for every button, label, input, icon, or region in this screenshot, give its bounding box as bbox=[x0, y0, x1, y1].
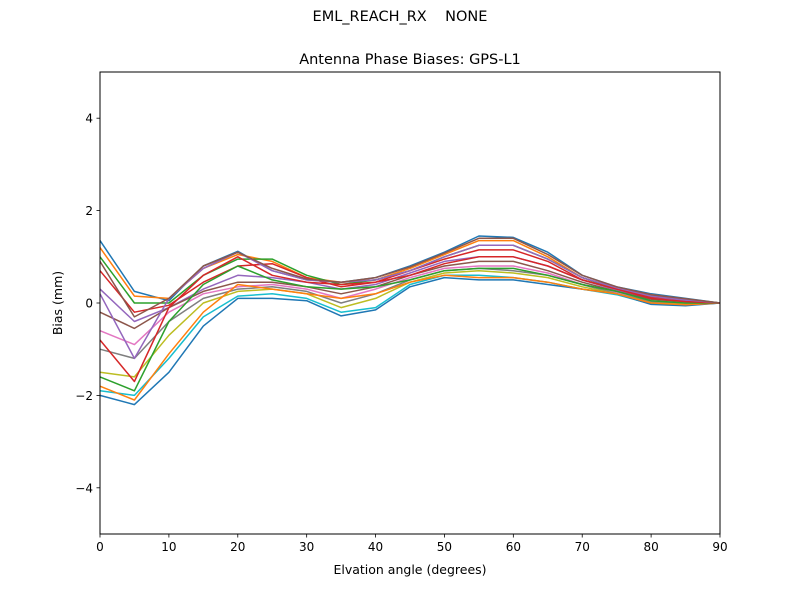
y-tick-label: 2 bbox=[85, 204, 93, 218]
y-tick-label: −2 bbox=[75, 389, 93, 403]
y-tick-label: −4 bbox=[75, 481, 93, 495]
figure-suptitle: EML_REACH_RX NONE bbox=[312, 9, 488, 25]
x-tick-label: 20 bbox=[230, 540, 245, 554]
y-axis-label: Bias (mm) bbox=[50, 271, 65, 335]
series-line-12 bbox=[99, 274, 721, 401]
series-line-10 bbox=[99, 274, 721, 397]
x-axis-label: Elvation angle (degrees) bbox=[333, 562, 486, 577]
series-line-14 bbox=[99, 256, 721, 383]
series-line-16 bbox=[99, 237, 721, 318]
y-tick-label: 4 bbox=[85, 112, 93, 126]
y-ticks: −4 −2 0 2 4 bbox=[75, 112, 100, 495]
x-tick-label: 90 bbox=[712, 540, 727, 554]
series-lines bbox=[99, 235, 721, 406]
x-ticks: 0 10 20 30 40 50 60 70 80 90 bbox=[96, 534, 728, 554]
series-line-5 bbox=[99, 256, 721, 323]
series-line-7 bbox=[99, 265, 720, 346]
series-line-13 bbox=[99, 265, 720, 392]
chart-title: Antenna Phase Biases: GPS-L1 bbox=[299, 52, 521, 68]
y-tick-label: 0 bbox=[85, 297, 93, 311]
axes-frame bbox=[99, 71, 721, 535]
x-tick-label: 60 bbox=[506, 540, 521, 554]
x-tick-label: 40 bbox=[368, 540, 383, 554]
x-tick-label: 80 bbox=[643, 540, 658, 554]
series-line-15 bbox=[99, 244, 721, 360]
x-tick-label: 10 bbox=[161, 540, 176, 554]
x-tick-label: 50 bbox=[437, 540, 452, 554]
x-tick-label: 0 bbox=[96, 540, 104, 554]
series-line-4 bbox=[99, 249, 721, 313]
x-tick-label: 70 bbox=[575, 540, 590, 554]
x-tick-label: 30 bbox=[299, 540, 314, 554]
